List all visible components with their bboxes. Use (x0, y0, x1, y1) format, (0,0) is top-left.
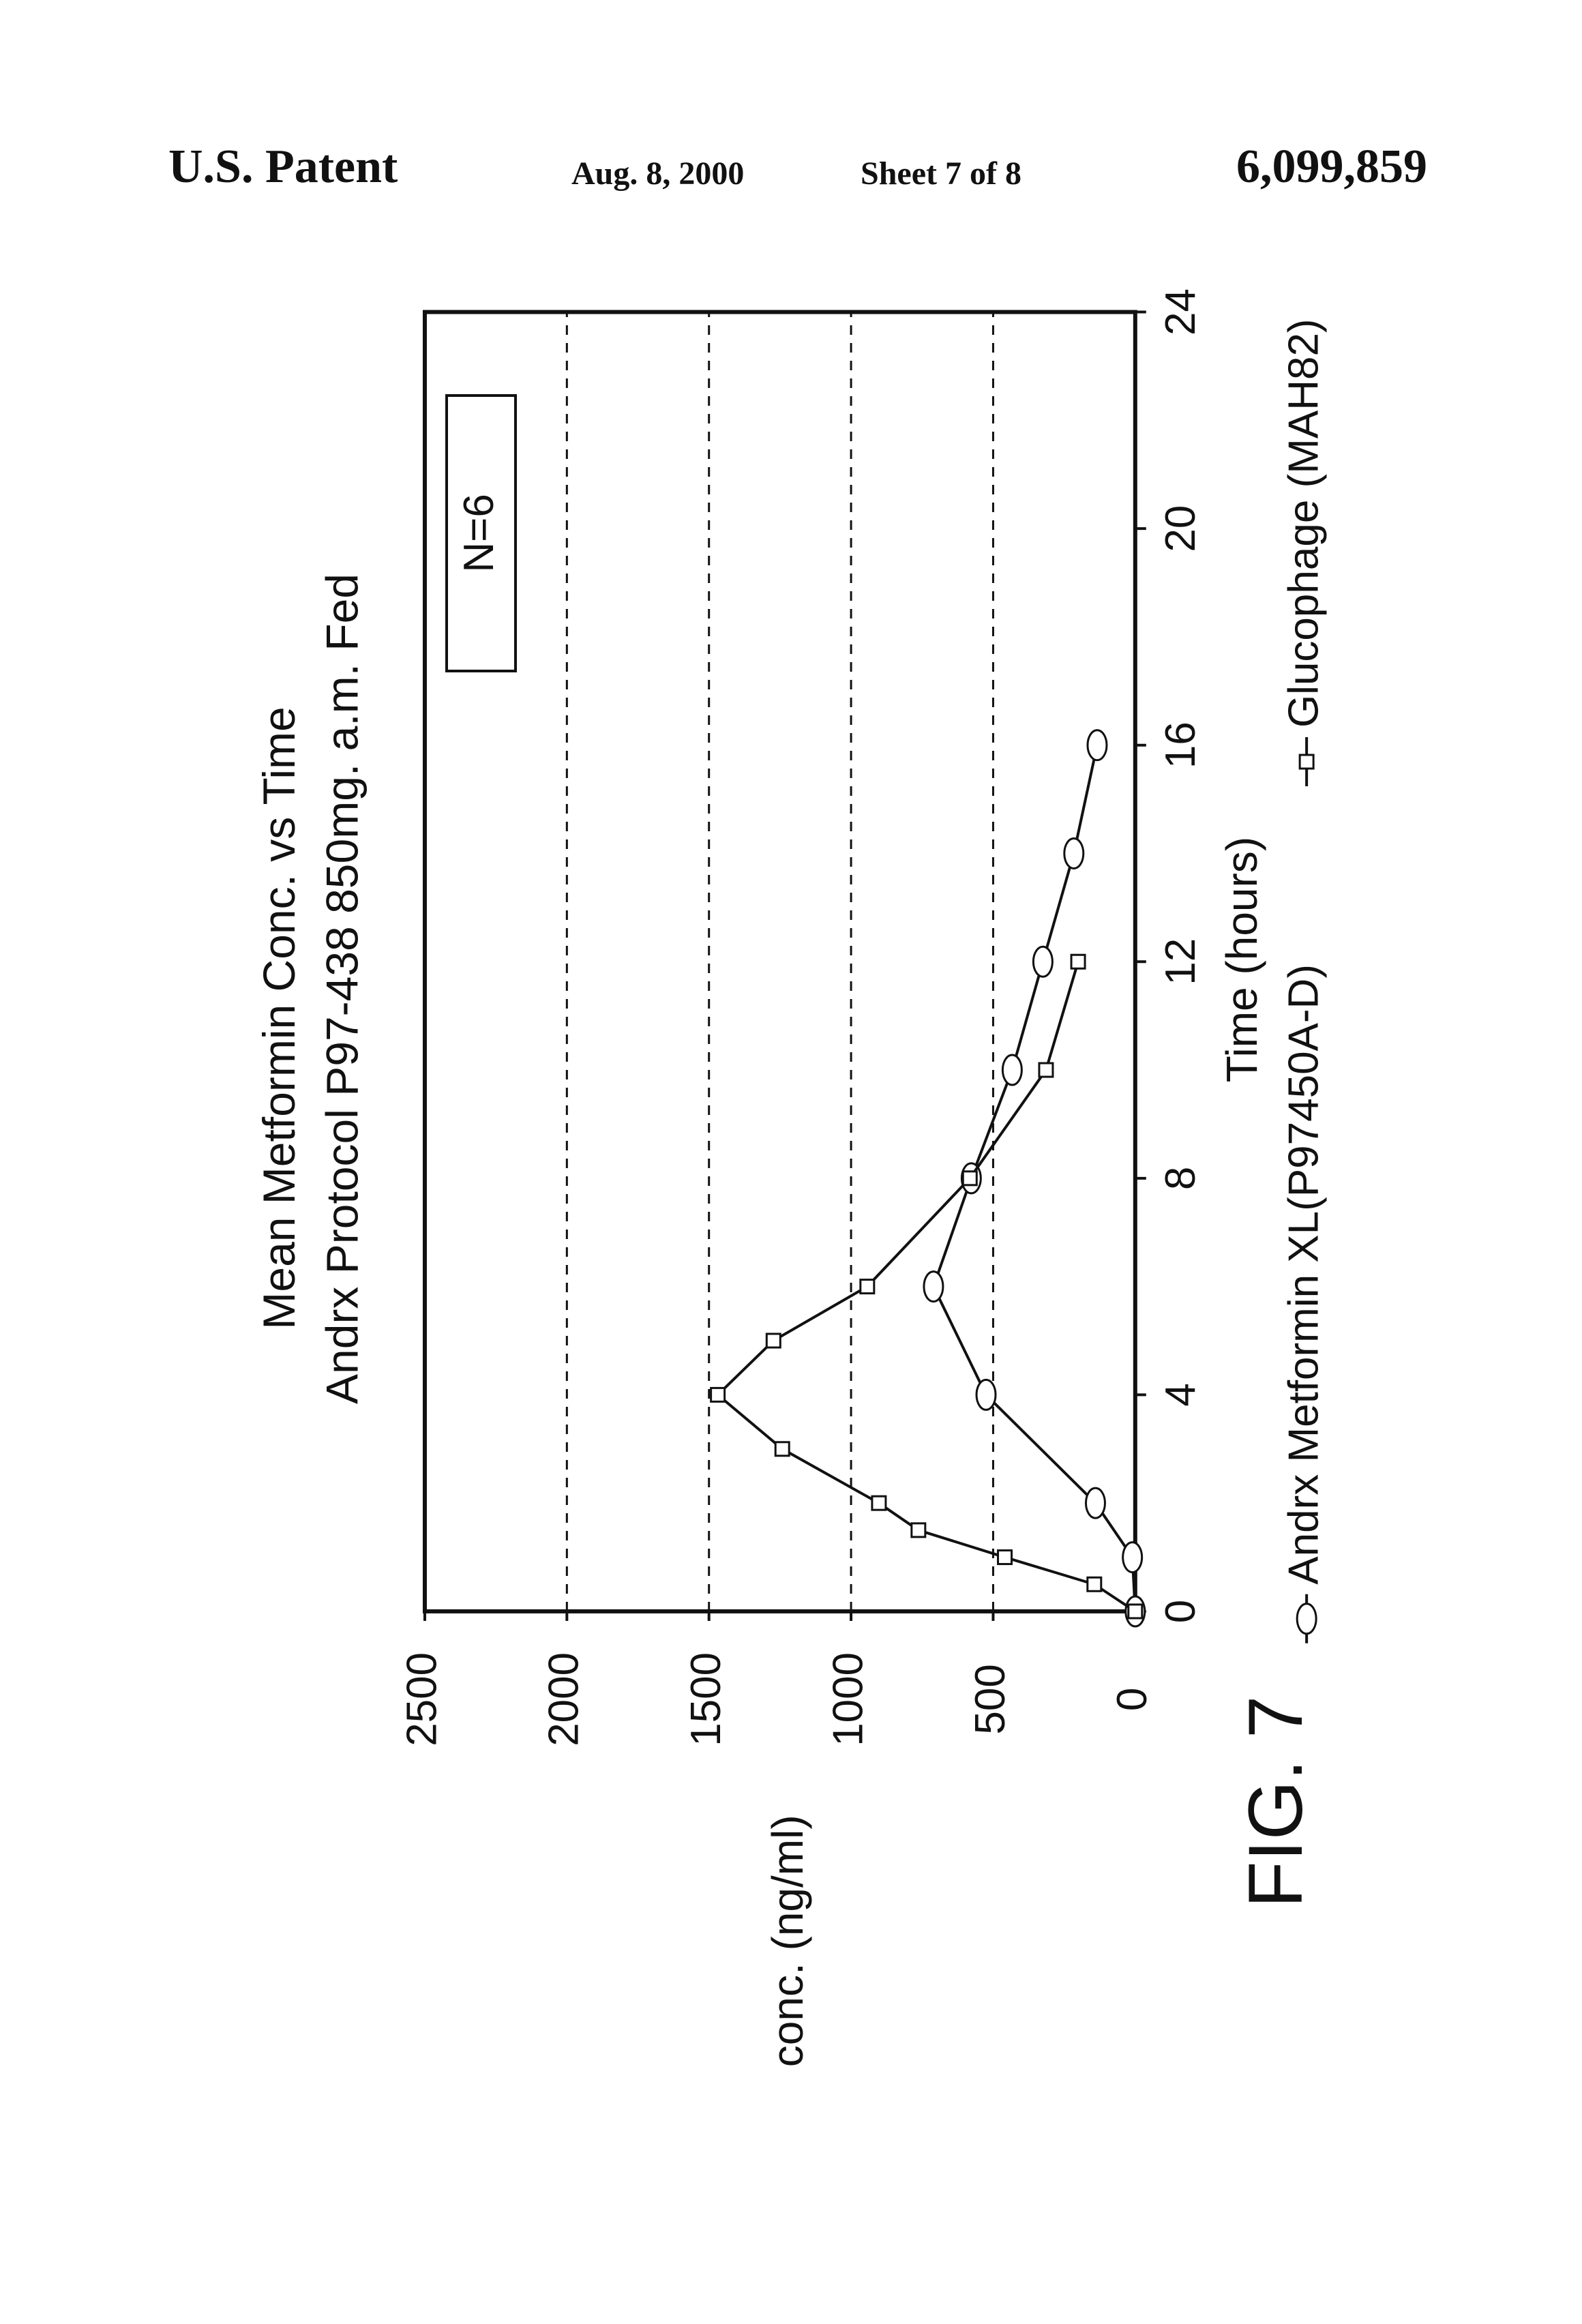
y-tick-label: 1000 (824, 1652, 871, 1746)
legend-marker (1300, 755, 1313, 769)
x-tick-label: 8 (1157, 1167, 1204, 1190)
legend-label: Andrx Metformin XL(P97450A-D) (1281, 964, 1328, 1585)
x-tick-label: 0 (1157, 1600, 1204, 1623)
header-date: Aug. 8, 2000 (571, 155, 744, 192)
marker (775, 1442, 789, 1456)
marker (1064, 838, 1084, 868)
x-tick-label: 4 (1157, 1383, 1204, 1406)
x-tick-label: 12 (1157, 938, 1204, 985)
chart-title: Mean Metformin Conc. vs Time (254, 706, 304, 1329)
marker (1088, 1577, 1101, 1591)
y-tick-label: 500 (967, 1664, 1014, 1734)
marker (924, 1272, 943, 1302)
marker (1088, 730, 1107, 760)
x-tick-label: 16 (1157, 721, 1204, 769)
marker (1033, 947, 1052, 977)
header-left: U.S. Patent (168, 140, 398, 193)
annotation: N=6 (456, 494, 503, 572)
header-number: 6,099,859 (1236, 140, 1427, 193)
marker (976, 1380, 996, 1410)
y-tick-label: 1500 (683, 1652, 730, 1746)
x-tick-label: 20 (1157, 505, 1204, 552)
marker (963, 1172, 976, 1185)
marker (1002, 1055, 1021, 1085)
marker (766, 1334, 780, 1347)
chart-subtitle: Andrx Protocol P97-438 850mg. a.m. Fed (316, 573, 367, 1404)
y-tick-label: 2500 (398, 1652, 445, 1746)
plot-frame (425, 312, 1135, 1611)
marker (1071, 955, 1085, 968)
marker (711, 1388, 725, 1401)
marker (1123, 1543, 1142, 1573)
x-axis-label: Time (hours) (1217, 837, 1266, 1082)
marker (912, 1523, 925, 1537)
marker (1129, 1605, 1142, 1618)
marker (1086, 1488, 1105, 1518)
marker (1039, 1063, 1053, 1077)
marker (861, 1280, 874, 1294)
legend-marker (1297, 1604, 1316, 1634)
figure-label: FIG. 7 (1233, 1696, 1318, 1908)
patent-page: U.S. Patent Aug. 8, 2000 Sheet 7 of 8 6,… (0, 0, 1582, 2324)
x-tick-label: 24 (1157, 288, 1204, 336)
y-axis-label: conc. (ng/ml) (763, 1815, 812, 2067)
header-sheet: Sheet 7 of 8 (861, 155, 1021, 192)
y-tick-label: 2000 (541, 1652, 588, 1746)
marker (872, 1496, 886, 1510)
y-tick-label: 0 (1109, 1688, 1156, 1711)
legend-label: Glucophage (MAH82) (1281, 318, 1328, 728)
marker (998, 1551, 1012, 1564)
